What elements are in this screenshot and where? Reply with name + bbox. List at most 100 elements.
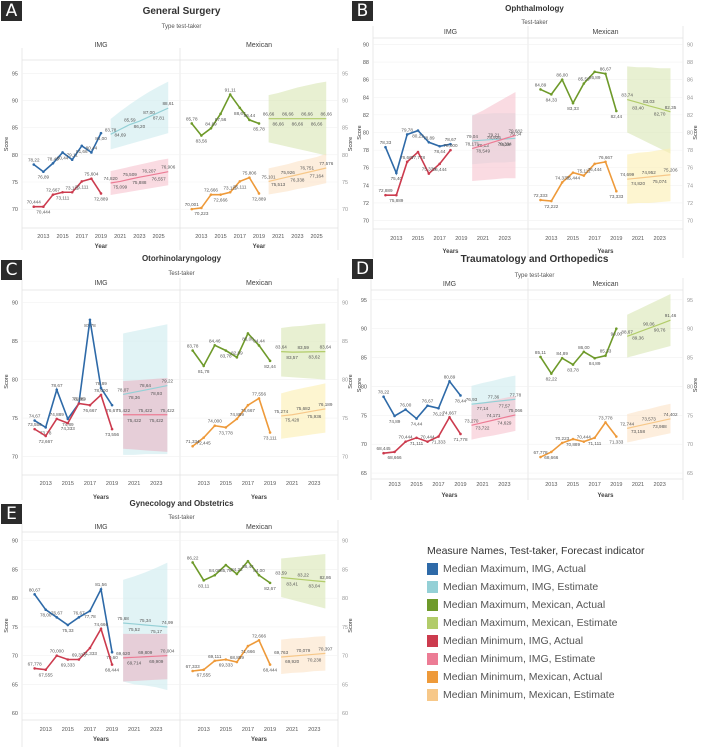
data-point[interactable] <box>615 189 618 193</box>
data-point[interactable] <box>42 170 45 174</box>
data-point[interactable] <box>415 417 418 420</box>
data-point[interactable] <box>219 193 222 196</box>
data-point[interactable] <box>88 318 92 322</box>
legend-item[interactable]: Median Maximum, Mexican, Estimate <box>427 614 697 632</box>
data-point[interactable] <box>55 654 59 657</box>
data-point[interactable] <box>395 193 398 197</box>
data-point[interactable] <box>33 667 36 670</box>
data-point[interactable] <box>395 171 398 175</box>
data-point[interactable] <box>202 364 205 368</box>
data-point[interactable] <box>224 658 228 661</box>
data-point[interactable] <box>191 561 194 564</box>
data-point[interactable] <box>550 450 553 454</box>
data-point[interactable] <box>582 350 586 354</box>
data-point[interactable] <box>99 587 103 591</box>
data-point[interactable] <box>66 421 70 425</box>
data-point[interactable] <box>61 190 64 194</box>
data-point[interactable] <box>99 386 103 390</box>
data-point[interactable] <box>550 93 553 96</box>
data-point[interactable] <box>90 151 93 154</box>
data-point[interactable] <box>213 343 217 347</box>
data-point[interactable] <box>66 417 70 421</box>
data-point[interactable] <box>604 354 607 357</box>
data-point[interactable] <box>51 193 55 196</box>
data-point[interactable] <box>560 441 564 445</box>
data-point[interactable] <box>191 669 194 673</box>
data-point[interactable] <box>51 161 55 165</box>
data-point[interactable] <box>582 440 586 443</box>
data-point[interactable] <box>219 112 222 116</box>
data-point[interactable] <box>571 101 575 105</box>
data-point[interactable] <box>99 192 103 195</box>
data-point[interactable] <box>246 644 250 648</box>
data-point[interactable] <box>213 573 217 577</box>
data-point[interactable] <box>213 659 217 663</box>
data-point[interactable] <box>235 417 239 421</box>
data-point[interactable] <box>560 181 564 184</box>
data-point[interactable] <box>404 408 407 411</box>
data-point[interactable] <box>238 106 242 110</box>
data-point[interactable] <box>257 397 261 400</box>
data-point[interactable] <box>404 440 407 443</box>
data-point[interactable] <box>235 660 239 664</box>
data-point[interactable] <box>571 171 575 174</box>
data-point[interactable] <box>539 198 542 202</box>
data-point[interactable] <box>228 93 232 96</box>
data-point[interactable] <box>393 414 396 418</box>
data-point[interactable] <box>66 623 70 627</box>
data-point[interactable] <box>42 205 45 209</box>
data-point[interactable] <box>70 190 74 194</box>
data-point[interactable] <box>550 372 553 375</box>
data-point[interactable] <box>44 668 47 672</box>
data-point[interactable] <box>55 417 59 421</box>
data-point[interactable] <box>202 668 205 672</box>
data-point[interactable] <box>191 444 194 448</box>
data-point[interactable] <box>448 415 451 419</box>
data-point[interactable] <box>55 388 59 392</box>
data-point[interactable] <box>33 427 36 431</box>
data-point[interactable] <box>615 109 618 113</box>
data-point[interactable] <box>604 160 607 164</box>
data-point[interactable] <box>235 356 239 359</box>
data-point[interactable] <box>66 658 70 661</box>
data-point[interactable] <box>33 419 36 422</box>
data-point[interactable] <box>110 427 114 431</box>
data-point[interactable] <box>571 363 575 366</box>
data-point[interactable] <box>190 122 194 125</box>
data-point[interactable] <box>110 403 114 407</box>
data-point[interactable] <box>224 563 228 567</box>
data-point[interactable] <box>393 450 396 454</box>
data-point[interactable] <box>384 145 387 149</box>
data-point[interactable] <box>539 355 542 359</box>
data-point[interactable] <box>248 176 251 179</box>
data-point[interactable] <box>77 402 81 405</box>
data-point[interactable] <box>32 163 36 166</box>
data-point[interactable] <box>257 344 261 347</box>
data-point[interactable] <box>228 190 232 194</box>
data-point[interactable] <box>88 609 92 613</box>
data-point[interactable] <box>539 455 542 459</box>
data-point[interactable] <box>190 207 194 211</box>
data-point[interactable] <box>571 437 575 441</box>
data-point[interactable] <box>246 332 250 335</box>
data-point[interactable] <box>437 435 440 438</box>
legend-item[interactable]: Median Minimum, IMG, Estimate <box>427 650 697 668</box>
data-point[interactable] <box>604 72 607 76</box>
data-point[interactable] <box>70 158 74 161</box>
data-point[interactable] <box>257 573 261 577</box>
data-point[interactable] <box>268 581 272 585</box>
data-point[interactable] <box>257 192 261 195</box>
data-point[interactable] <box>77 658 81 661</box>
data-point[interactable] <box>235 572 239 576</box>
data-point[interactable] <box>426 404 429 407</box>
data-point[interactable] <box>449 148 452 152</box>
data-point[interactable] <box>191 349 194 352</box>
data-point[interactable] <box>459 394 462 397</box>
data-point[interactable] <box>77 616 81 619</box>
data-point[interactable] <box>582 82 586 85</box>
data-point[interactable] <box>416 129 420 132</box>
data-point[interactable] <box>582 174 586 177</box>
data-point[interactable] <box>560 356 564 360</box>
data-point[interactable] <box>539 88 542 91</box>
data-point[interactable] <box>449 142 452 146</box>
